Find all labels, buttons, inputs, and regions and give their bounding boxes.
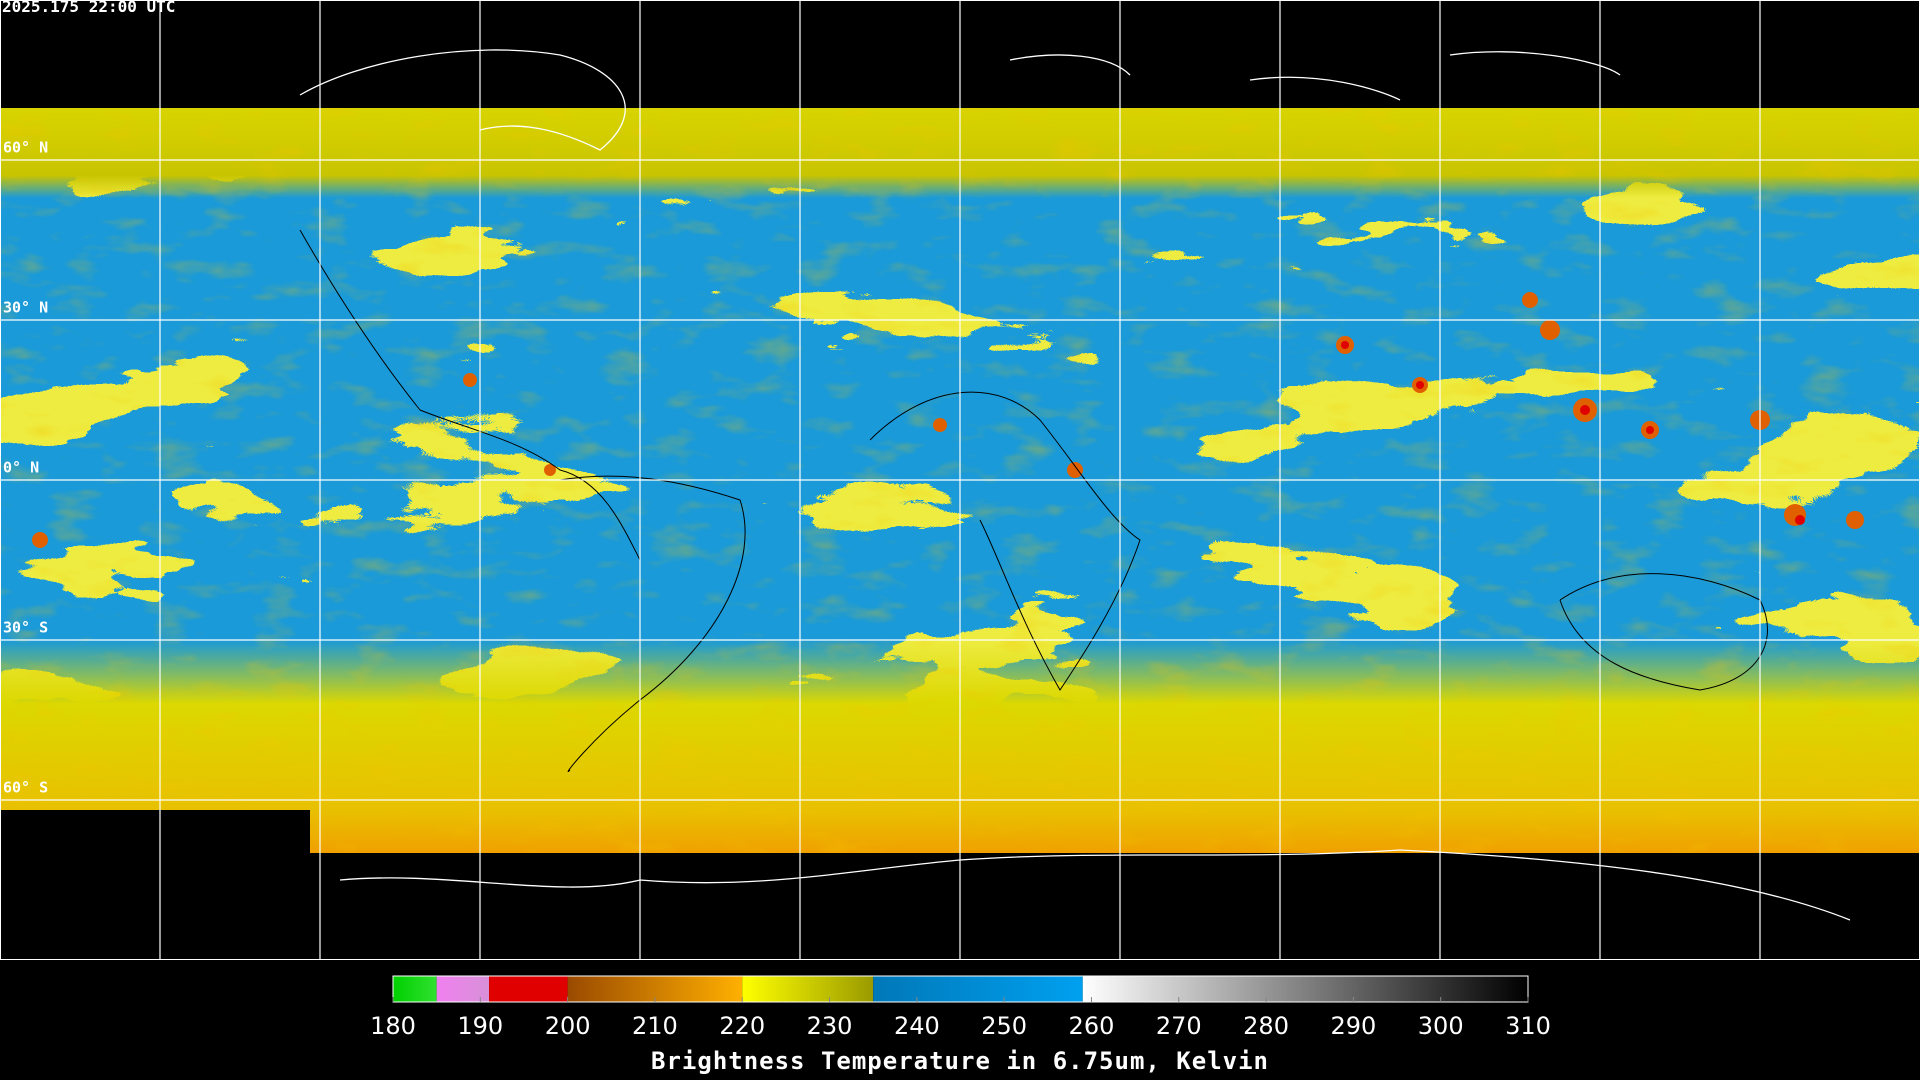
colorbar-tick-label: 270	[1156, 1012, 1202, 1040]
graticule	[0, 0, 1920, 960]
timestamp: 2025.175 22:00 UTC	[2, 0, 175, 16]
colorbar-segment	[393, 976, 437, 1002]
colorbar-tick-label: 230	[807, 1012, 853, 1040]
colorbar-segment	[1082, 976, 1528, 1002]
latitude-label: 60° N	[3, 139, 48, 157]
colorbar-frame	[392, 975, 1529, 1003]
colorbar-segment	[436, 976, 490, 1002]
colorbar-tick-label: 200	[545, 1012, 591, 1040]
colorbar-tick-label: 210	[632, 1012, 678, 1040]
colorbar-segment	[489, 976, 568, 1002]
colorbar-title: Brightness Temperature in 6.75um, Kelvin	[651, 1047, 1269, 1075]
colorbar-tick-label: 310	[1505, 1012, 1551, 1040]
coastlines-interior	[299, 229, 1768, 772]
colorbar-tick-label: 180	[370, 1012, 416, 1040]
no-data	[0, 810, 310, 860]
colorbar-segment	[873, 976, 1083, 1002]
latitude-label: 0° N	[3, 459, 39, 477]
deep-convection	[1341, 341, 1805, 525]
colorbar-segment	[742, 976, 874, 1002]
colorbar-tick-label: 280	[1243, 1012, 1289, 1040]
colorbar-tick-label: 190	[457, 1012, 503, 1040]
colorbar-tick-label: 220	[719, 1012, 765, 1040]
colorbar-tick-label: 250	[981, 1012, 1027, 1040]
colorbar-tick-label: 260	[1069, 1012, 1115, 1040]
colorbar: 180 190 200 210 220 230 240 250 260 270 280 290 300 3…	[370, 975, 1551, 1040]
colorbar-tick-label: 240	[894, 1012, 940, 1040]
latitude-label: 30° S	[3, 619, 48, 637]
latitude-label: 30° N	[3, 299, 48, 317]
coastlines	[299, 49, 1851, 921]
colorbar-tick-label: 300	[1418, 1012, 1464, 1040]
colorbar-tick-label: 290	[1330, 1012, 1376, 1040]
latitude-label: 60° S	[3, 779, 48, 797]
